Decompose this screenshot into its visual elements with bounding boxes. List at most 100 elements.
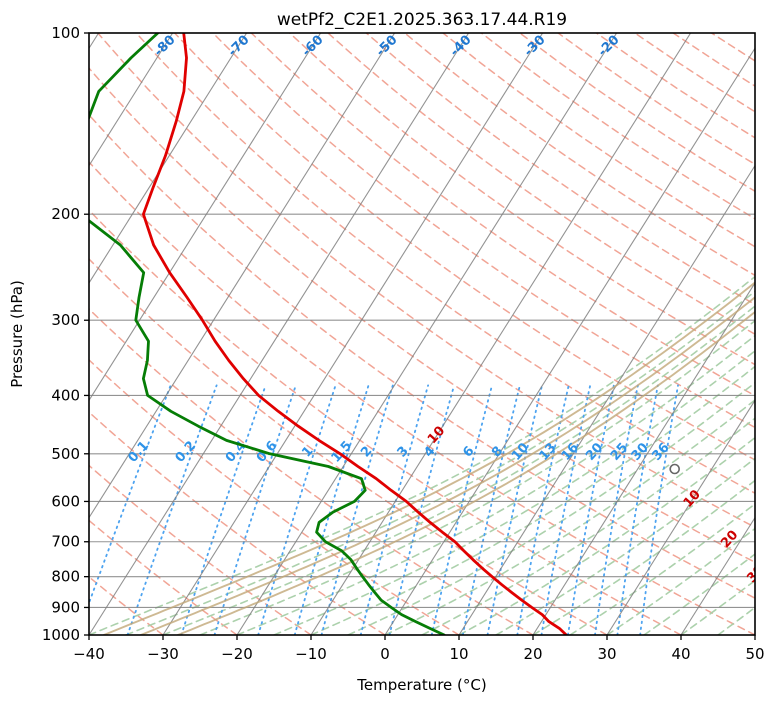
mixing-ratio-line [359, 384, 429, 635]
x-axis-label: Temperature (°C) [356, 676, 486, 694]
mixing-ratio-line [388, 384, 455, 635]
x-tick-label: 10 [449, 645, 468, 663]
thick-moist-adiabat [176, 310, 755, 635]
svg-text:30: 30 [744, 563, 767, 586]
x-tick-label: 20 [523, 645, 542, 663]
mixing-ratio-line [616, 384, 659, 635]
isotherm-line [532, 281, 755, 635]
dry-adiabat [89, 519, 238, 635]
isotherm-line [236, 33, 618, 635]
thick-moist-adiabats-group [102, 281, 755, 635]
moist-adiabat [458, 436, 755, 635]
y-tick-label: 400 [51, 386, 80, 404]
dry-adiabat [89, 209, 682, 635]
moist-adiabats-group [89, 275, 755, 635]
x-tick-label: −10 [295, 645, 327, 663]
thick-moist-adiabat [102, 281, 755, 635]
red-adiabat-label: 30 [744, 563, 767, 586]
y-tick-label: 900 [51, 598, 80, 616]
moist-adiabat [643, 553, 755, 635]
temperature-line [142, 33, 568, 635]
dry-adiabat [89, 464, 312, 635]
moist-adiabat [421, 417, 755, 635]
dry-adiabat [89, 358, 460, 635]
moist-adiabat [236, 334, 755, 635]
dry-adiabat [327, 33, 755, 336]
mixing-ratio-line [639, 384, 679, 635]
lcl-marker-circle [669, 463, 681, 475]
thick-moist-adiabat [139, 296, 755, 635]
isotherm-line [89, 33, 248, 284]
x-tick-label: −40 [73, 645, 105, 663]
mixing-ratio-line [486, 384, 543, 635]
mixing-ratio-line [430, 384, 493, 635]
moist-adiabat [89, 275, 755, 635]
moist-adiabat [606, 527, 755, 635]
dry-adiabat [288, 33, 755, 366]
dry-adiabat [97, 33, 755, 529]
mixing-ratio-line [567, 384, 615, 635]
chart-title: wetPf2_C2E1.2025.363.17.44.R19 [277, 10, 567, 30]
x-tick-label: 0 [380, 645, 390, 663]
mixing-ratio-line [461, 384, 521, 635]
isotherm-line [458, 164, 755, 635]
plot-area-background [89, 33, 755, 635]
dewpoint-line [89, 33, 446, 635]
y-tick-label: 500 [51, 445, 80, 463]
mixing-ratio-line [89, 384, 172, 606]
moist-adiabat [680, 579, 755, 635]
isotherm-line [89, 33, 396, 519]
y-tick-label: 200 [51, 205, 80, 223]
y-tick-label: 700 [51, 533, 80, 551]
isotherm-line [162, 33, 544, 635]
isotherm-line [89, 33, 470, 635]
x-tick-label: −20 [221, 645, 253, 663]
moist-adiabat [532, 479, 755, 635]
mixing-ratio-line [257, 384, 337, 635]
mixing-ratio-line [594, 384, 639, 635]
y-tick-label: 800 [51, 568, 80, 586]
moist-adiabat [125, 290, 755, 635]
x-tick-label: 40 [671, 645, 690, 663]
moist-adiabat [495, 457, 755, 635]
x-tick-label: 50 [745, 645, 764, 663]
mixing-ratio-line [293, 384, 370, 635]
x-tick-label: −30 [147, 645, 179, 663]
pressure-gridlines-group [89, 33, 755, 635]
mixing-ratio-line [213, 384, 297, 635]
isotherm-line [384, 47, 755, 635]
y-tick-label: 600 [51, 492, 80, 510]
y-tick-label: 1000 [42, 626, 80, 644]
dry-adiabat [89, 411, 386, 635]
mixing-ratio-line [516, 384, 570, 635]
dewpoint-profile [89, 33, 446, 635]
isotherm-line [89, 33, 174, 167]
moist-adiabat [162, 305, 755, 635]
y-axis-ticks: 100 200 300 400 500 600 700 800 900 1000 [42, 24, 89, 644]
x-axis-ticks: −40 −30 −20 −10 0 10 20 30 40 50 [73, 635, 765, 663]
y-tick-label: 100 [51, 24, 80, 42]
dry-adiabat [89, 307, 534, 635]
isotherm-line [310, 33, 692, 635]
dry-adiabat [89, 67, 755, 564]
isotherm-line [89, 33, 322, 402]
isotherm-line [606, 399, 755, 635]
isotherms-group [89, 33, 755, 635]
moist-adiabat [199, 319, 755, 635]
dry-adiabat [250, 33, 755, 397]
plot-frame [88, 32, 756, 636]
isotherm-line [680, 516, 755, 635]
x-tick-label: 30 [597, 645, 616, 663]
moist-adiabat [273, 349, 755, 635]
dry-adiabat [135, 33, 755, 495]
y-axis-label: Pressure (hPa) [8, 280, 26, 388]
moist-adiabat [310, 365, 755, 635]
moist-adiabat [347, 381, 755, 635]
lcl-marker [669, 463, 681, 475]
dry-adiabat [89, 113, 755, 599]
y-tick-label: 300 [51, 311, 80, 329]
mixing-ratio-line [126, 384, 218, 635]
temperature-profile [142, 33, 568, 635]
